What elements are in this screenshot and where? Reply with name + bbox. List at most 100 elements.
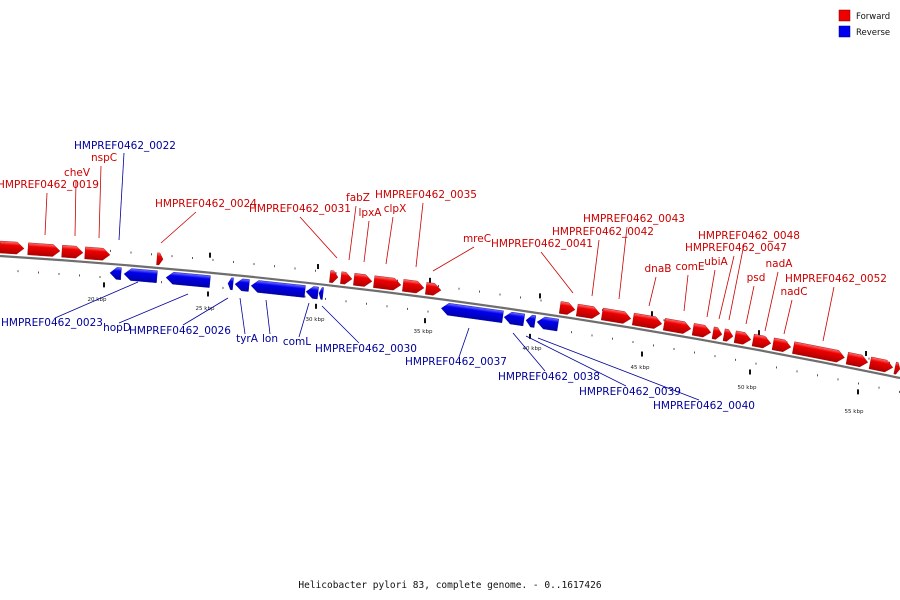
- reverse-gene-arrow[interactable]: [109, 267, 122, 280]
- minor-tick: [151, 253, 152, 256]
- forward-gene-arrow[interactable]: [0, 240, 25, 255]
- gene-label-hmpref0462-0040[interactable]: HMPREF0462_0040: [653, 400, 755, 412]
- minor-tick: [161, 281, 162, 284]
- leader-line-hmpref0462-0024: [160, 211, 197, 244]
- forward-gene-arrow[interactable]: [329, 270, 339, 283]
- forward-gene-arrow[interactable]: [27, 242, 61, 257]
- gene-label-come[interactable]: comE: [675, 261, 704, 273]
- forward-gene-arrow[interactable]: [402, 279, 425, 294]
- gene-label-nspc[interactable]: nspC: [91, 152, 117, 164]
- forward-gene-arrow[interactable]: [575, 303, 601, 319]
- gene-label-hmpref0462-0042[interactable]: HMPREF0462_0042: [552, 226, 654, 238]
- reverse-gene-arrow[interactable]: [250, 280, 306, 298]
- gene-label-hmpref0462-0038[interactable]: HMPREF0462_0038: [498, 371, 600, 383]
- minor-tick: [304, 295, 306, 298]
- leader-line-hmpref0462-0039: [525, 335, 627, 387]
- gene-label-hmpref0462-0043[interactable]: HMPREF0462_0043: [583, 213, 685, 225]
- reverse-gene-arrow[interactable]: [536, 316, 560, 332]
- forward-gene-arrow[interactable]: [61, 244, 84, 259]
- gene-label-hmpref0462-0022[interactable]: HMPREF0462_0022: [74, 140, 176, 152]
- gene-label-coml[interactable]: comL: [283, 336, 311, 348]
- gene-label-hopd[interactable]: hopD: [103, 322, 131, 334]
- reverse-gene-arrow[interactable]: [525, 314, 537, 328]
- major-tick: [103, 282, 105, 288]
- forward-gene-arrow[interactable]: [340, 271, 353, 285]
- reverse-gene-arrow[interactable]: [234, 278, 250, 292]
- forward-gene-arrow[interactable]: [771, 337, 792, 353]
- minor-tick: [663, 319, 665, 322]
- minor-tick: [79, 274, 80, 277]
- gene-label-hmpref0462-0037[interactable]: HMPREF0462_0037: [405, 356, 507, 368]
- reverse-gene-arrow[interactable]: [227, 277, 234, 291]
- forward-gene-arrow[interactable]: [425, 282, 442, 296]
- minor-tick: [110, 249, 111, 252]
- gene-label-tyra[interactable]: tyrA: [236, 333, 259, 345]
- gene-label-hmpref0462-0019[interactable]: HMPREF0462_0019: [0, 179, 99, 191]
- forward-gene-arrow[interactable]: [893, 361, 900, 375]
- gene-label-psd[interactable]: psd: [747, 272, 766, 284]
- forward-gene-arrow[interactable]: [711, 326, 723, 340]
- reverse-gene-arrow[interactable]: [318, 287, 324, 300]
- forward-gene-arrow[interactable]: [868, 356, 894, 373]
- reverse-gene-arrow[interactable]: [440, 302, 504, 323]
- forward-gene-arrow[interactable]: [662, 318, 692, 334]
- leader-line-dnab: [648, 276, 657, 307]
- leader-line-nada: [764, 271, 779, 332]
- leader-line-chev: [74, 180, 77, 237]
- gene-label-mrec[interactable]: mreC: [463, 233, 491, 245]
- gene-label-hmpref0462-0035[interactable]: HMPREF0462_0035: [375, 189, 477, 201]
- kbp-tick-label: 30 kbp: [306, 317, 325, 323]
- gene-label-chev[interactable]: cheV: [64, 167, 91, 179]
- legend-forward-swatch: [838, 9, 851, 22]
- reverse-gene-arrow[interactable]: [503, 311, 525, 327]
- forward-gene-arrow[interactable]: [558, 301, 576, 315]
- gene-label-lpxa[interactable]: lpxA: [359, 207, 383, 219]
- gene-label-hmpref0462-0048[interactable]: HMPREF0462_0048: [698, 230, 800, 242]
- gene-label-hmpref0462-0052[interactable]: HMPREF0462_0052: [785, 273, 887, 285]
- leader-line-clpx: [385, 216, 394, 265]
- reverse-gene-arrow[interactable]: [305, 286, 319, 300]
- forward-gene-arrow[interactable]: [156, 252, 164, 266]
- minor-tick: [602, 309, 603, 312]
- leader-line-come: [683, 274, 689, 312]
- gene-label-nada[interactable]: nadA: [766, 258, 794, 270]
- gene-label-hmpref0462-0031[interactable]: HMPREF0462_0031: [249, 203, 351, 215]
- forward-gene-arrow[interactable]: [373, 275, 402, 291]
- forward-gene-arrow[interactable]: [691, 323, 712, 338]
- forward-gene-arrow[interactable]: [792, 341, 845, 364]
- forward-gene-arrow[interactable]: [84, 246, 111, 261]
- leader-line-hmpref0462-0023: [54, 281, 139, 319]
- gene-label-dnab[interactable]: dnaB: [645, 263, 672, 275]
- gene-label-hmpref0462-0030[interactable]: HMPREF0462_0030: [315, 343, 417, 355]
- forward-gene-arrow[interactable]: [353, 273, 373, 287]
- major-tick: [865, 350, 867, 356]
- reverse-gene-arrow[interactable]: [123, 268, 158, 283]
- gene-label-nadc[interactable]: nadC: [780, 286, 807, 298]
- gene-label-lon[interactable]: lon: [262, 333, 278, 345]
- forward-gene-arrow[interactable]: [733, 330, 752, 346]
- major-tick: [207, 291, 209, 297]
- gene-label-clpx[interactable]: clpX: [384, 203, 407, 215]
- minor-tick: [735, 358, 736, 361]
- gene-label-hmpref0462-0039[interactable]: HMPREF0462_0039: [579, 386, 681, 398]
- gene-label-ubia[interactable]: ubiA: [704, 256, 728, 268]
- forward-gene-arrow[interactable]: [631, 312, 663, 330]
- minor-tick: [591, 334, 593, 337]
- gene-label-hmpref0462-0023[interactable]: HMPREF0462_0023: [1, 317, 103, 329]
- gene-labels: HMPREF0462_0019cheVnspCHMPREF0462_0024HM…: [0, 140, 887, 412]
- reverse-gene-arrow[interactable]: [165, 272, 211, 288]
- forward-gene-arrow[interactable]: [751, 333, 772, 349]
- minor-tick: [817, 374, 818, 377]
- forward-gene-arrow[interactable]: [600, 307, 632, 325]
- forward-gene-arrow[interactable]: [845, 352, 869, 368]
- gene-label-hmpref0462-0026[interactable]: HMPREF0462_0026: [129, 325, 231, 337]
- legend-reverse-swatch: [838, 25, 851, 38]
- gene-label-hmpref0462-0041[interactable]: HMPREF0462_0041: [491, 238, 593, 250]
- major-tick: [539, 293, 541, 299]
- minor-tick: [878, 386, 880, 389]
- major-tick: [317, 264, 319, 270]
- gene-label-hmpref0462-0047[interactable]: HMPREF0462_0047: [685, 242, 787, 254]
- forward-gene-arrow[interactable]: [722, 328, 734, 342]
- gene-label-hmpref0462-0024[interactable]: HMPREF0462_0024: [155, 198, 257, 210]
- gene-label-fabz[interactable]: fabZ: [346, 192, 370, 204]
